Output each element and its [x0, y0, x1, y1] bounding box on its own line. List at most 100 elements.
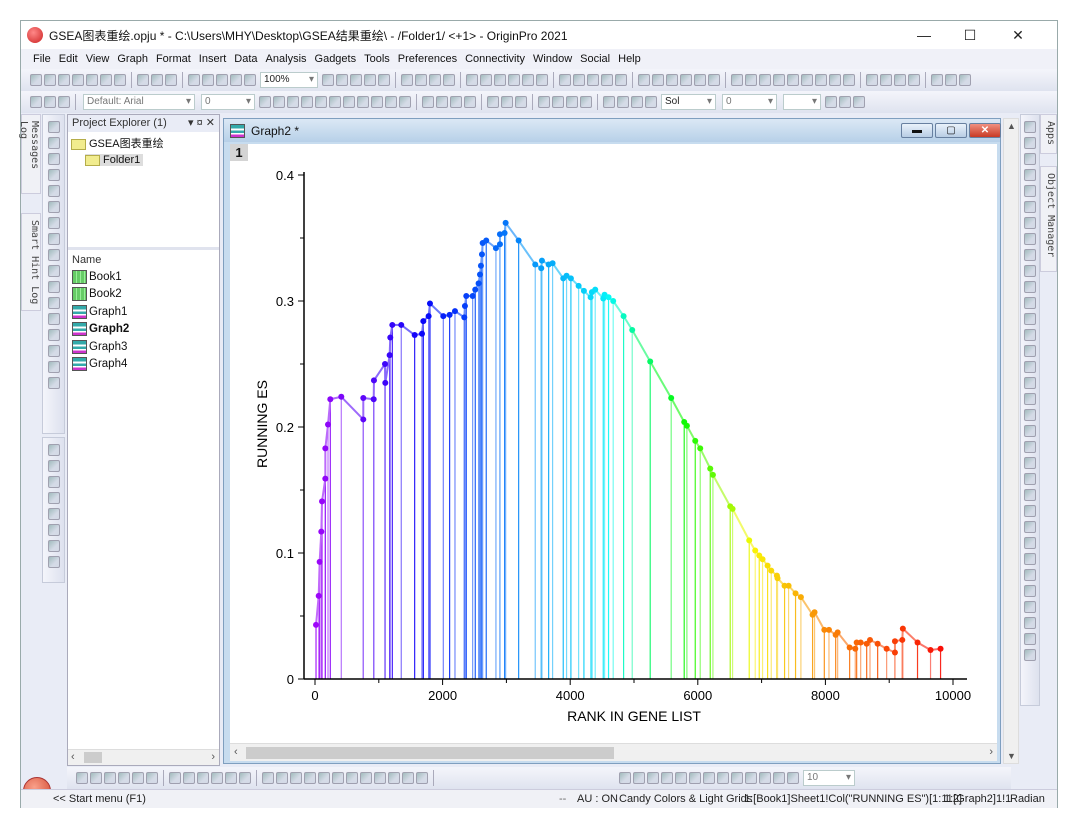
toolbar-button-icon[interactable]	[552, 96, 564, 108]
maximize-button[interactable]: ☐	[963, 27, 977, 43]
toolbar-button-icon[interactable]	[47, 153, 60, 165]
toolbar-button-icon[interactable]	[151, 74, 163, 86]
project-item-graph3[interactable]: Graph3	[68, 338, 219, 356]
toolbar-button-icon[interactable]	[708, 74, 720, 86]
toolbar-button-icon[interactable]	[1024, 137, 1036, 149]
project-item-graph2[interactable]: Graph2	[68, 321, 219, 339]
toolbar-button-icon[interactable]	[603, 96, 615, 108]
toolbar-button-icon[interactable]	[202, 74, 214, 86]
toolbar-button-icon[interactable]	[1024, 217, 1036, 229]
menu-connectivity[interactable]: Connectivity	[465, 53, 526, 65]
menu-gadgets[interactable]: Gadgets	[314, 53, 357, 65]
toolbar-button-icon[interactable]	[508, 74, 520, 86]
toolbar-button-icon[interactable]	[501, 96, 513, 108]
toolbar-button-icon[interactable]	[188, 74, 200, 86]
toolbar-button-icon[interactable]	[315, 96, 327, 108]
toolbar-button-icon[interactable]	[225, 772, 237, 784]
toolbar-button-icon[interactable]	[1024, 377, 1036, 389]
toolbar-button-icon[interactable]	[745, 74, 757, 86]
fill-color-combo[interactable]	[783, 94, 821, 110]
toolbar-button-icon[interactable]	[652, 74, 664, 86]
toolbar-button-icon[interactable]	[132, 772, 144, 784]
size-combo[interactable]: 10	[803, 770, 855, 786]
toolbar-button-icon[interactable]	[536, 74, 548, 86]
toolbar-button-icon[interactable]	[332, 772, 344, 784]
toolbar-button-icon[interactable]	[47, 313, 60, 325]
toolbar-button-icon[interactable]	[694, 74, 706, 86]
menu-data[interactable]: Data	[234, 53, 258, 65]
toolbar-button-icon[interactable]	[30, 74, 42, 86]
toolbar-button-icon[interactable]	[666, 74, 678, 86]
messages-log-tab[interactable]: Messages Log	[18, 114, 41, 194]
toolbar-button-icon[interactable]	[1024, 169, 1036, 181]
graph-close-button[interactable]: ✕	[969, 123, 1001, 138]
toolbar-button-icon[interactable]	[494, 74, 506, 86]
toolbar-button-icon[interactable]	[47, 460, 60, 472]
toolbar-button-icon[interactable]	[450, 96, 462, 108]
toolbar-button-icon[interactable]	[559, 74, 571, 86]
toolbar-button-icon[interactable]	[322, 74, 334, 86]
toolbar-button-icon[interactable]	[47, 265, 60, 277]
toolbar-button-icon[interactable]	[880, 74, 892, 86]
toolbar-button-icon[interactable]	[825, 96, 837, 108]
toolbar-button-icon[interactable]	[843, 74, 855, 86]
toolbar-button-icon[interactable]	[415, 74, 427, 86]
toolbar-button-icon[interactable]	[47, 249, 60, 261]
menu-insert[interactable]: Insert	[198, 53, 227, 65]
toolbar-button-icon[interactable]	[1024, 393, 1036, 405]
toolbar-button-icon[interactable]	[773, 772, 785, 784]
toolbar-button-icon[interactable]	[1024, 473, 1036, 485]
toolbar-button-icon[interactable]	[815, 74, 827, 86]
toolbar-button-icon[interactable]	[388, 772, 400, 784]
toolbar-button-icon[interactable]	[47, 476, 60, 488]
horizontal-scrollbar[interactable]: ‹ ›	[68, 749, 219, 765]
toolbar-button-icon[interactable]	[853, 96, 865, 108]
name-column-header[interactable]: Name	[72, 254, 102, 266]
object-manager-tab[interactable]: Object Manager	[1040, 166, 1057, 272]
toolbar-button-icon[interactable]	[47, 121, 60, 133]
toolbar-button-icon[interactable]	[908, 74, 920, 86]
toolbar-button-icon[interactable]	[360, 772, 372, 784]
toolbar-button-icon[interactable]	[1024, 281, 1036, 293]
line-style-combo[interactable]: Sol	[661, 94, 716, 110]
toolbar-button-icon[interactable]	[661, 772, 673, 784]
toolbar-button-icon[interactable]	[566, 96, 578, 108]
toolbar-button-icon[interactable]	[1024, 441, 1036, 453]
toolbar-button-icon[interactable]	[645, 96, 657, 108]
toolbar-button-icon[interactable]	[47, 185, 60, 197]
toolbar-button-icon[interactable]	[47, 329, 60, 341]
toolbar-button-icon[interactable]	[47, 377, 60, 389]
menu-graph[interactable]: Graph	[117, 53, 148, 65]
tree-folder1[interactable]: Folder1	[85, 154, 144, 166]
toolbar-button-icon[interactable]	[329, 96, 341, 108]
toolbar-button-icon[interactable]	[689, 772, 701, 784]
toolbar-button-icon[interactable]	[374, 772, 386, 784]
toolbar-button-icon[interactable]	[350, 74, 362, 86]
toolbar-button-icon[interactable]	[47, 508, 60, 520]
toolbar-button-icon[interactable]	[839, 96, 851, 108]
toolbar-button-icon[interactable]	[72, 74, 84, 86]
toolbar-button-icon[interactable]	[759, 772, 771, 784]
toolbar-button-icon[interactable]	[104, 772, 116, 784]
toolbar-button-icon[interactable]	[76, 772, 88, 784]
toolbar-button-icon[interactable]	[336, 74, 348, 86]
toolbar-button-icon[interactable]	[731, 772, 743, 784]
toolbar-button-icon[interactable]	[1024, 121, 1036, 133]
toolbar-button-icon[interactable]	[58, 74, 70, 86]
apps-tab[interactable]: Apps	[1040, 114, 1057, 154]
toolbar-button-icon[interactable]	[343, 96, 355, 108]
toolbar-button-icon[interactable]	[47, 444, 60, 456]
menu-file[interactable]: File	[33, 53, 51, 65]
toolbar-button-icon[interactable]	[464, 96, 476, 108]
menu-window[interactable]: Window	[533, 53, 573, 65]
toolbar-button-icon[interactable]	[402, 772, 414, 784]
toolbar-button-icon[interactable]	[385, 96, 397, 108]
toolbar-button-icon[interactable]	[44, 74, 56, 86]
toolbar-button-icon[interactable]	[47, 540, 60, 552]
toolbar-button-icon[interactable]	[1024, 633, 1036, 645]
toolbar-button-icon[interactable]	[146, 772, 158, 784]
menu-view[interactable]: View	[85, 53, 110, 65]
panel-controls-icon[interactable]: ▾ ¤ ✕	[188, 117, 215, 129]
layer-indicator[interactable]: 1	[230, 144, 248, 161]
toolbar-button-icon[interactable]	[959, 74, 971, 86]
